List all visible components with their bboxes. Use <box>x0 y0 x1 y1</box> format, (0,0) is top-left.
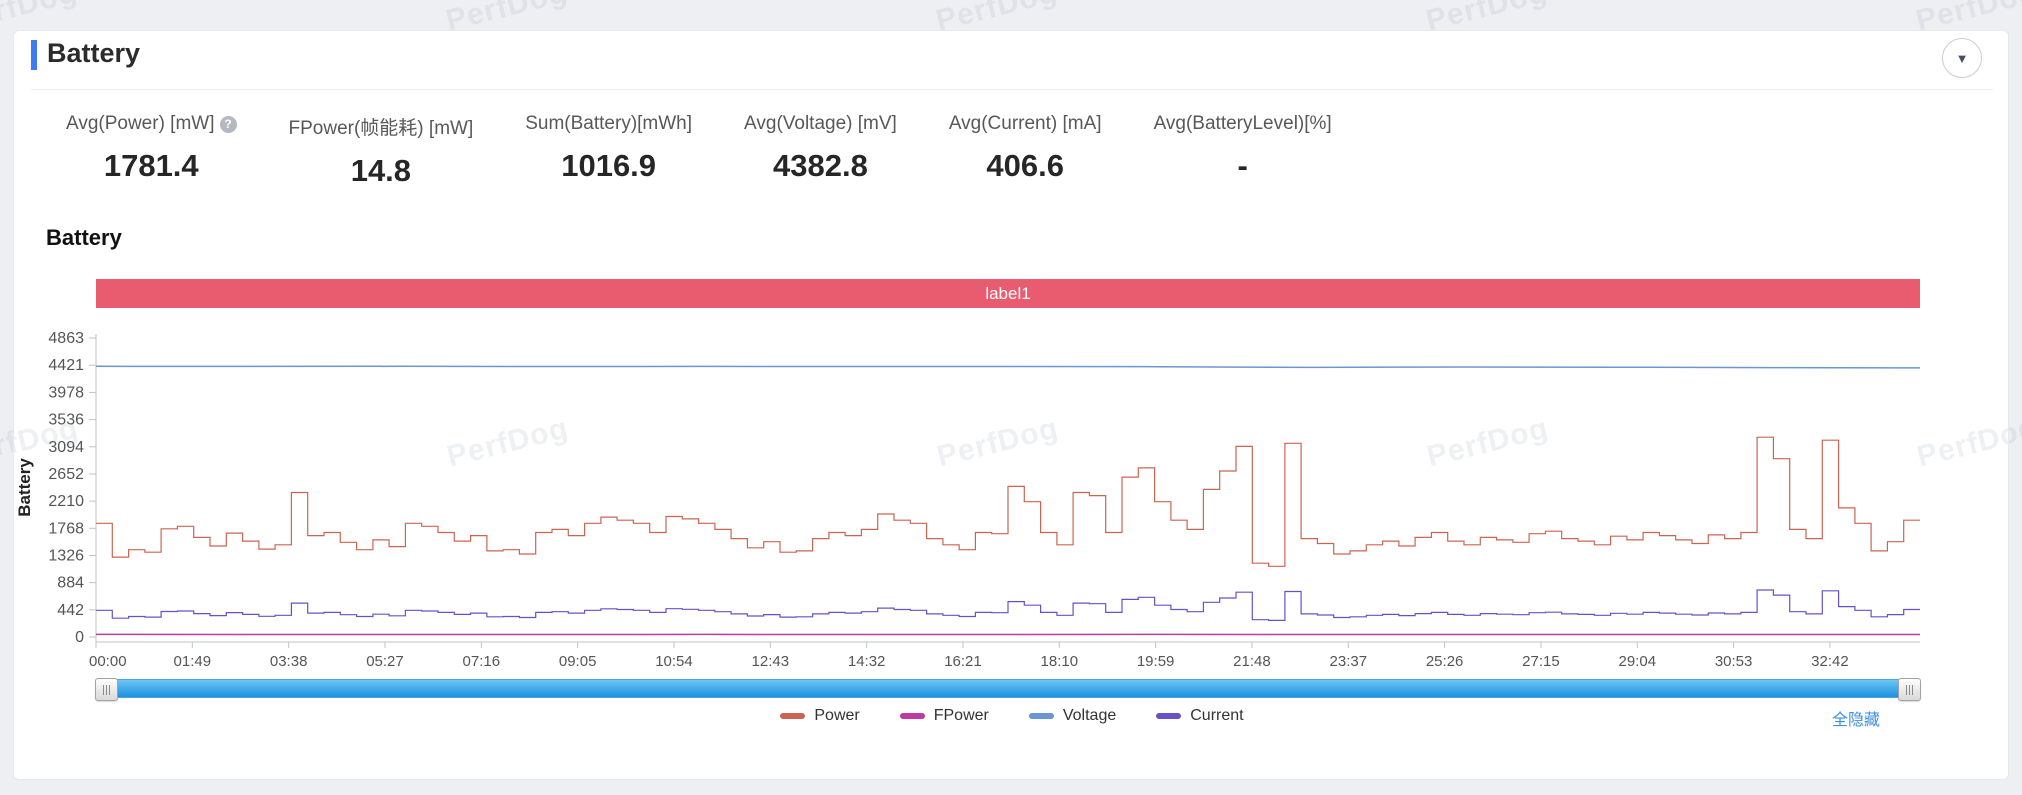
series-line-voltage <box>95 365 1921 369</box>
header-divider <box>31 89 1993 90</box>
y-axis-tick-label: 2210 <box>48 493 84 510</box>
legend-label: Voltage <box>1062 707 1117 724</box>
legend-label: Power <box>814 707 860 724</box>
legend-label: Current <box>1190 707 1244 724</box>
y-axis-title: Battery <box>15 458 34 517</box>
metric-3: Avg(Voltage) [mV] 4382.8 <box>736 113 905 189</box>
metric-label: Sum(Battery)[mWh] <box>525 113 693 134</box>
legend-color-dash <box>899 713 925 719</box>
help-icon[interactable]: ? <box>219 115 237 133</box>
chart-range-scrollbar[interactable] <box>95 678 1921 701</box>
metric-value: 4382.8 <box>773 148 868 183</box>
scrollbar-right-handle[interactable] <box>1898 678 1921 701</box>
x-axis-tick-label: 27:15 <box>1522 653 1560 670</box>
y-axis-tick-label: 1768 <box>48 520 84 537</box>
x-axis-tick-label: 10:54 <box>655 653 693 670</box>
metric-value: 1781.4 <box>103 148 199 183</box>
x-axis-tick-label: 14:32 <box>848 653 886 670</box>
legend-label: FPower <box>933 707 989 724</box>
x-axis-tick-label: 16:21 <box>944 653 982 670</box>
chart-legend: Power FPower Voltage Current <box>14 707 2010 725</box>
title-accent-bar <box>31 40 37 70</box>
y-axis-tick-label: 2652 <box>48 466 84 483</box>
y-axis-tick-label: 4421 <box>48 357 84 374</box>
y-axis-tick-label: 3536 <box>48 412 84 429</box>
metric-0: Avg(Power) [mW]? 1781.4 <box>58 113 245 189</box>
metric-value: - <box>1237 148 1248 183</box>
chart-section-title: Battery <box>46 225 122 250</box>
legend-color-dash <box>1028 713 1054 719</box>
legend-item-fpower[interactable]: FPower <box>899 707 989 725</box>
x-axis-tick-label: 01:49 <box>174 653 212 670</box>
legend-color-dash <box>1156 713 1182 719</box>
y-axis-tick-label: 0 <box>75 629 84 646</box>
metrics-row: Avg(Power) [mW]? 1781.4 FPower(帧能耗) [mW] 14… <box>58 113 1340 189</box>
chevron-down-icon: ▼ <box>1955 50 1969 66</box>
x-axis-tick-label: 00:00 <box>89 653 127 670</box>
metric-label: Avg(BatteryLevel)[%] <box>1153 113 1332 134</box>
metric-value: 406.6 <box>986 148 1064 183</box>
x-axis-tick-label: 32:42 <box>1811 653 1849 670</box>
x-axis-tick-label: 23:37 <box>1330 653 1368 670</box>
metric-label: Avg(Voltage) [mV] <box>744 113 897 134</box>
y-axis-tick-label: 442 <box>57 602 84 619</box>
metric-5: Avg(BatteryLevel)[%] - <box>1146 113 1340 189</box>
y-axis-tick-label: 884 <box>57 575 84 592</box>
chart-label-band: label1 <box>96 279 1920 308</box>
collapse-panel-button[interactable]: ▼ <box>1942 38 1982 78</box>
y-axis-tick-label: 1326 <box>48 547 84 564</box>
metric-value: 14.8 <box>350 153 412 188</box>
x-axis-tick-label: 29:04 <box>1619 653 1657 670</box>
battery-panel: PerfDogPerfDogPerfDogPerfDogPerfDogPerfD… <box>13 30 2009 780</box>
x-axis-tick-label: 03:38 <box>270 653 308 670</box>
x-axis-tick-label: 05:27 <box>366 653 404 670</box>
metric-label: Avg(Power) [mW]? <box>66 113 237 135</box>
metric-label: FPower(帧能耗) [mW] <box>288 118 474 139</box>
metric-2: Sum(Battery)[mWh] 1016.9 <box>517 113 700 189</box>
battery-chart: 4863 4421 3978 3536 3094 2652 2210 1768 1326 884 4… <box>15 330 1921 670</box>
chart-label-band-text: label1 <box>985 283 1031 303</box>
y-axis-tick-label: 4863 <box>48 330 84 347</box>
hide-all-link[interactable]: 全隐藏 <box>1831 712 1880 729</box>
y-axis-tick-label: 3094 <box>48 439 84 456</box>
y-axis-tick-label: 3978 <box>48 384 84 401</box>
legend-item-power[interactable]: Power <box>780 707 860 725</box>
series-line-current <box>96 589 1920 621</box>
x-axis-tick-label: 21:48 <box>1233 653 1271 670</box>
x-axis-tick-label: 07:16 <box>463 653 501 670</box>
x-axis-tick-label: 19:59 <box>1137 653 1175 670</box>
legend-item-current[interactable]: Current <box>1156 707 1244 725</box>
panel-title: Battery <box>47 38 141 68</box>
x-axis-tick-label: 30:53 <box>1715 653 1753 670</box>
x-axis-tick-label: 25:26 <box>1426 653 1464 670</box>
scrollbar-left-handle[interactable] <box>95 678 118 701</box>
legend-color-dash <box>780 713 806 719</box>
metric-1: FPower(帧能耗) [mW] 14.8 <box>281 113 482 189</box>
x-axis-tick-label: 12:43 <box>752 653 790 670</box>
panel-header: Battery ▼ <box>14 31 2008 89</box>
metric-value: 1016.9 <box>561 148 657 183</box>
series-line-power <box>96 436 1920 567</box>
metric-label: Avg(Current) [mA] <box>948 113 1102 134</box>
legend-item-voltage[interactable]: Voltage <box>1028 707 1117 725</box>
metric-4: Avg(Current) [mA] 406.6 <box>941 113 1110 189</box>
x-axis-tick-label: 18:10 <box>1041 653 1079 670</box>
x-axis-tick-label: 09:05 <box>559 653 597 670</box>
